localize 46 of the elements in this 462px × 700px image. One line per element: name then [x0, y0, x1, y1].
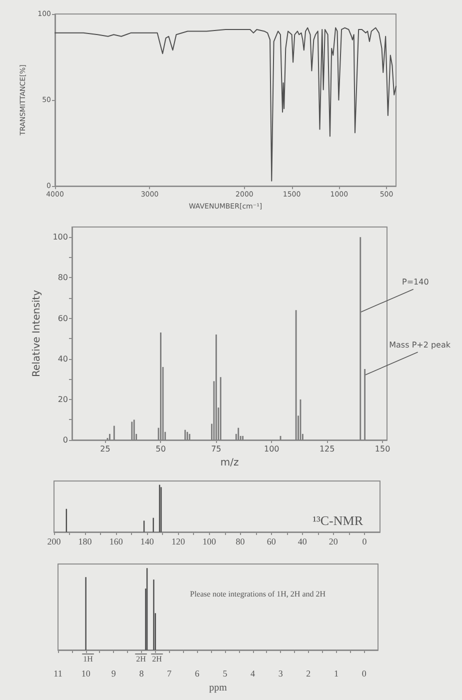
x-tick-label: 20: [328, 536, 338, 546]
y-tick-label: 0: [62, 436, 68, 444]
y-tick-label: 20: [58, 394, 68, 404]
x-tick-label: 5: [222, 668, 228, 678]
x-tick-label: 75: [211, 444, 222, 454]
x-tick-label: 50: [156, 444, 166, 454]
x-tick-label: 6: [194, 668, 200, 678]
annotation: P=140: [402, 278, 429, 287]
x-tick-label: 80: [236, 536, 246, 546]
x-tick-label: 60: [266, 536, 276, 546]
annotation: Mass P+2 peak: [389, 340, 451, 350]
x-tick-label: 7: [167, 668, 172, 678]
text: 1H: [83, 654, 94, 664]
y-tick-label: 80: [58, 273, 68, 282]
x-tick-label: 150: [374, 444, 390, 454]
y-tick-label: 40: [58, 354, 68, 364]
annotation: Please note integrations of 1H, 2H and 2H: [190, 590, 326, 598]
x-tick-label: 100: [264, 444, 280, 454]
x-axis-title: m/z: [220, 457, 239, 468]
x-tick-label: 120: [171, 536, 186, 546]
y-tick-label: 100: [52, 232, 68, 242]
x-tick-label: 140: [140, 536, 154, 546]
x-axis-title: ppm: [209, 682, 228, 694]
text: 2H: [152, 654, 162, 664]
x-tick-label: 0: [362, 668, 367, 678]
x-tick-label: 4: [250, 668, 256, 678]
x-tick-label: 3: [278, 668, 284, 678]
y-tick-label: 60: [58, 314, 68, 323]
text: ¹³C-NMR: [312, 513, 364, 528]
x-tick-label: 10: [81, 668, 91, 678]
x-tick-label: 1: [334, 668, 339, 678]
x-tick-label: 160: [109, 536, 124, 546]
x-tick-label: 200: [47, 536, 62, 546]
x-tick-label: 125: [319, 444, 335, 454]
x-tick-label: 8: [139, 668, 144, 678]
x-tick-label: 11: [54, 668, 62, 678]
y-axis-title: Relative Intensity: [31, 290, 42, 378]
x-tick-label: 180: [78, 536, 92, 546]
x-tick-label: 2: [306, 668, 311, 678]
x-tick-label: 100: [202, 536, 216, 546]
x-tick-label: 25: [100, 444, 110, 454]
line-series: [54, 27, 396, 182]
x-tick-label: 9: [111, 668, 116, 678]
x-tick-label: 0: [362, 536, 368, 546]
text: 2H: [136, 654, 146, 664]
x-tick-label: 40: [298, 536, 308, 546]
